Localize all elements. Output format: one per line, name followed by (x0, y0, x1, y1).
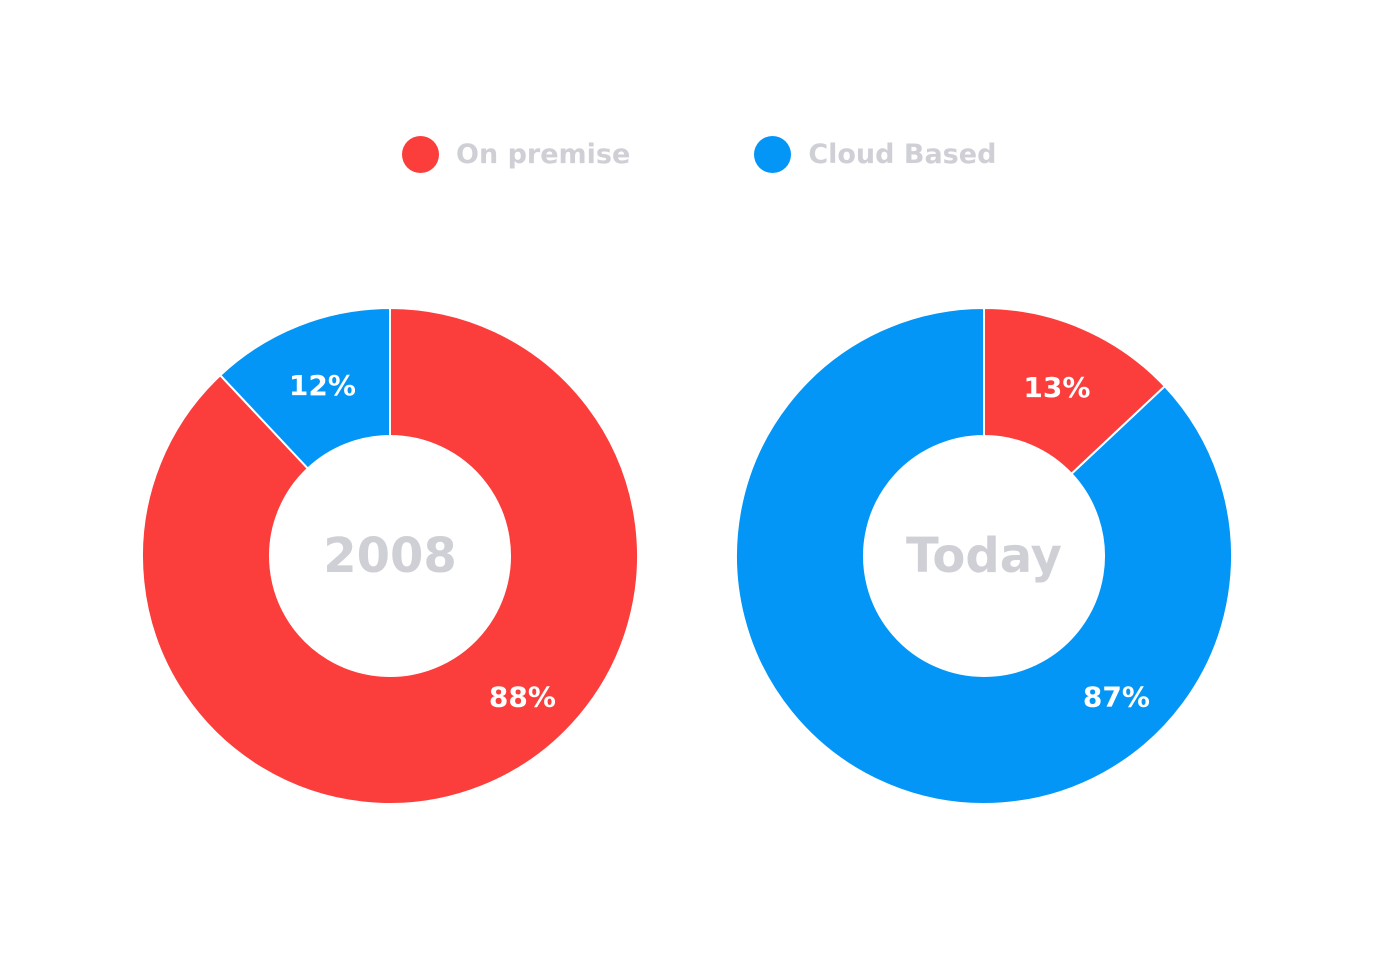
slice-label-on-premise-2008: 88% (489, 681, 556, 714)
donut-chart-today: 13% 87% Today (735, 306, 1233, 805)
legend-item-cloud-based: Cloud Based (754, 136, 996, 173)
legend-swatch-cloud-based (754, 136, 792, 173)
donut-chart-2008: 88% 12% 2008 (141, 306, 639, 805)
legend-label-cloud-based: Cloud Based (808, 139, 997, 170)
slice-cloud-based-today (735, 306, 1233, 805)
slice-label-cloud-based-today: 87% (1083, 681, 1150, 714)
slice-on-premise-2008 (141, 306, 639, 805)
slice-label-cloud-based-2008: 12% (289, 369, 356, 402)
slice-label-on-premise-today: 13% (1023, 371, 1090, 404)
chart-legend: On premise Cloud Based (402, 136, 996, 173)
legend-swatch-on-premise (402, 136, 439, 173)
center-label-2008: 2008 (323, 528, 457, 584)
slice-on-premise-today (983, 306, 1167, 476)
slice-cloud-based-2008 (218, 306, 391, 470)
legend-label-on-premise: On premise (456, 139, 631, 170)
center-label-today: Today (906, 528, 1062, 584)
legend-item-on-premise: On premise (402, 136, 630, 173)
